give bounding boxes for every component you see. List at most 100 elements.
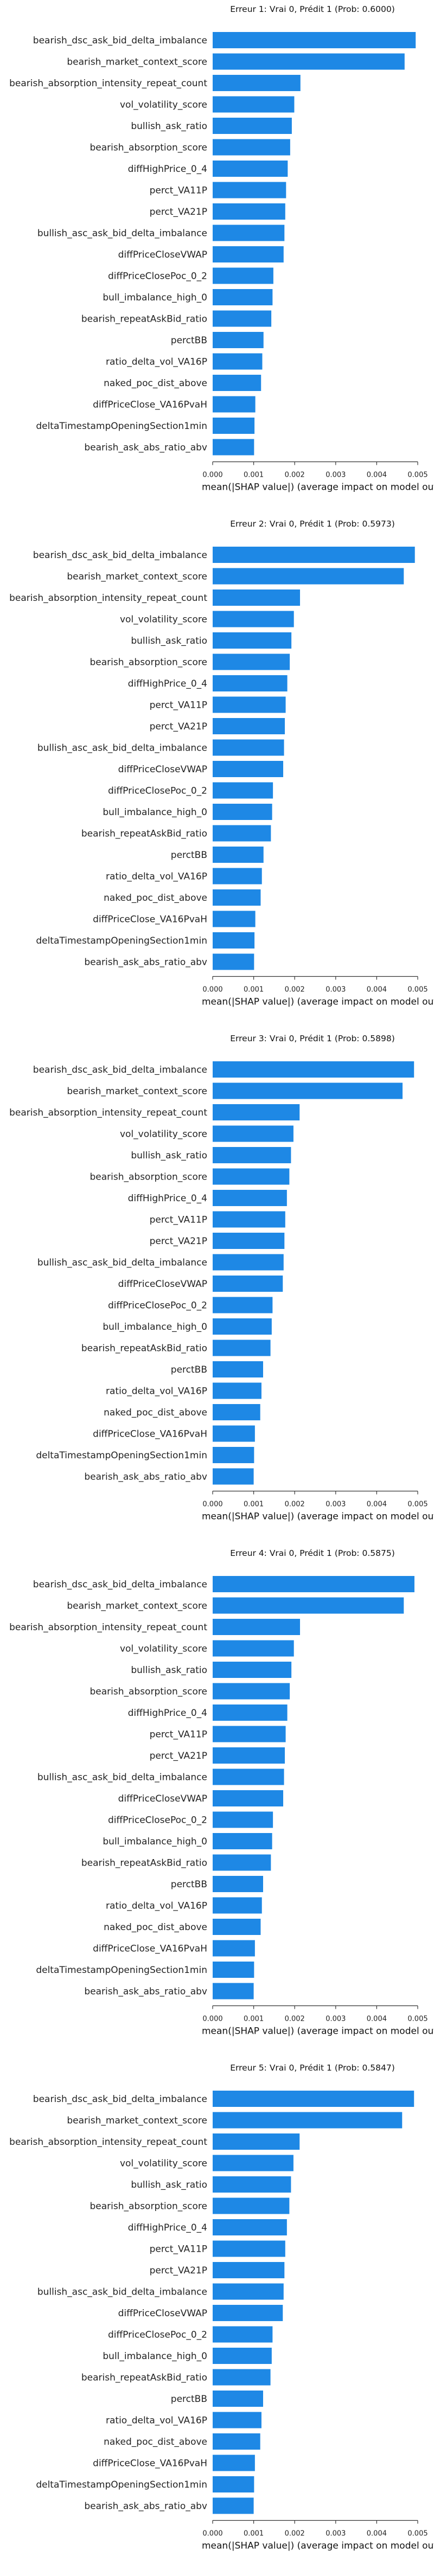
feature-label: diffPriceClosePoc_0_2	[108, 1300, 207, 1311]
feature-label: perct_VA21P	[150, 1751, 207, 1761]
feature-label: bearish_absorption_score	[90, 657, 207, 668]
shap-bar	[213, 1854, 271, 1871]
x-tick-label: 0.003	[326, 471, 346, 479]
feature-label: diffPriceClosePoc_0_2	[108, 2330, 207, 2341]
x-axis-label: mean(|SHAP value|) (average impact on mo…	[202, 2541, 434, 2552]
shap-bar	[213, 1640, 294, 1657]
shap-bar	[213, 1340, 271, 1356]
shap-bar	[213, 2369, 271, 2386]
shap-bar	[213, 2412, 261, 2428]
feature-label: bullish_ask_ratio	[131, 121, 207, 132]
feature-label: bull_imbalance_high_0	[103, 807, 207, 818]
x-tick-label: 0.004	[367, 1501, 387, 1509]
x-tick-label: 0.000	[202, 986, 222, 994]
shap-bar	[213, 1726, 286, 1742]
shap-bar	[213, 889, 261, 906]
feature-label: bearish_absorption_intensity_repeat_coun…	[9, 2137, 207, 2148]
feature-label: naked_poc_dist_above	[104, 893, 207, 903]
feature-label: bull_imbalance_high_0	[103, 1322, 207, 1332]
feature-label: bullish_ask_ratio	[131, 2180, 207, 2190]
shap-bar	[213, 310, 272, 327]
shap-bar	[213, 1190, 287, 1206]
x-tick-label: 0.001	[244, 471, 264, 479]
shap-bar	[213, 1104, 300, 1120]
feature-label: perct_VA11P	[150, 2244, 207, 2255]
feature-label: bearish_repeatAskBid_ratio	[81, 2373, 207, 2383]
x-tick-label: 0.002	[285, 1501, 305, 1509]
feature-label: bearish_dsc_ask_bid_delta_imbalance	[33, 1579, 207, 1590]
shap-bar	[213, 1168, 290, 1185]
shap-bar	[213, 332, 264, 348]
shap-bar	[213, 1082, 403, 1099]
shap-bar	[213, 1919, 261, 1935]
feature-label: bull_imbalance_high_0	[103, 2351, 207, 2362]
shap-bar	[213, 118, 292, 134]
shap-bar	[213, 1768, 284, 1785]
shap-bar	[213, 911, 256, 927]
shap-bar	[213, 804, 272, 820]
feature-label: vol_volatility_score	[120, 2158, 207, 2169]
shap-bar	[213, 1233, 285, 1249]
feature-label: diffPriceCloseVWAP	[118, 1279, 207, 1290]
feature-label: ratio_delta_vol_VA16P	[106, 872, 207, 882]
shap-bar	[213, 568, 404, 585]
feature-label: deltaTimestampOpeningSection1min	[36, 1965, 207, 1976]
shap-bar	[213, 2219, 287, 2235]
shap-bar	[213, 1382, 261, 1399]
x-tick-label: 0.000	[202, 471, 222, 479]
feature-label: bearish_ask_abs_ratio_abv	[84, 957, 207, 968]
feature-label: perct_VA11P	[150, 700, 207, 711]
shap-bar	[213, 1833, 272, 1849]
feature-label: bearish_ask_abs_ratio_abv	[84, 1987, 207, 1997]
feature-label: bearish_repeatAskBid_ratio	[81, 314, 207, 325]
shap-bar	[213, 1276, 283, 1292]
shap-bar	[213, 2133, 300, 2150]
shap-bar	[213, 932, 255, 949]
feature-label: diffPriceClosePoc_0_2	[108, 1815, 207, 1826]
feature-label: bearish_repeatAskBid_ratio	[81, 829, 207, 840]
feature-label: perct_VA11P	[150, 1729, 207, 1740]
x-tick-label: 0.004	[367, 2015, 387, 2023]
feature-label: vol_volatility_score	[120, 100, 207, 111]
x-tick-label: 0.003	[326, 2530, 346, 2538]
shap-bar	[213, 761, 284, 777]
shap-bar	[213, 2348, 272, 2364]
feature-label: ratio_delta_vol_VA16P	[106, 357, 207, 368]
shap-chart-4: Erreur 4: Vrai 0, Prédit 1 (Prob: 0.5875…	[9, 1548, 434, 2037]
shap-bar	[213, 1125, 293, 1142]
shap-bar	[213, 2391, 263, 2407]
shap-bar	[213, 1662, 292, 1678]
shap-bar	[213, 2197, 290, 2214]
feature-label: bullish_ask_ratio	[131, 1150, 207, 1161]
feature-label: bearish_absorption_intensity_repeat_coun…	[9, 1107, 207, 1118]
x-tick-label: 0.001	[244, 986, 264, 994]
shap-bar	[213, 1619, 301, 1635]
feature-label: perct_VA11P	[150, 185, 207, 196]
feature-label: deltaTimestampOpeningSection1min	[36, 2479, 207, 2490]
x-tick-label: 0.000	[202, 2530, 222, 2538]
feature-label: vol_volatility_score	[120, 614, 207, 625]
shap-bar	[213, 375, 261, 391]
feature-label: bearish_dsc_ask_bid_delta_imbalance	[33, 2094, 207, 2105]
shap-bar	[213, 53, 405, 70]
x-tick-label: 0.004	[367, 986, 387, 994]
shap-bar	[213, 1811, 273, 1828]
feature-label: bearish_ask_abs_ratio_abv	[84, 443, 207, 453]
feature-label: perctBB	[171, 335, 207, 346]
shap-bar	[213, 1061, 414, 1078]
feature-label: bearish_market_context_score	[67, 1601, 207, 1612]
feature-label: diffPriceCloseVWAP	[118, 1793, 207, 1804]
feature-label: bearish_repeatAskBid_ratio	[81, 1858, 207, 1869]
x-tick-label: 0.002	[285, 471, 305, 479]
x-tick-label: 0.002	[285, 2015, 305, 2023]
shap-bar	[213, 825, 271, 842]
feature-label: bullish_ask_ratio	[131, 636, 207, 646]
shap-bar	[213, 1962, 254, 1978]
shap-bar	[213, 1404, 260, 1420]
feature-label: vol_volatility_score	[120, 1129, 207, 1140]
x-tick-label: 0.002	[285, 2530, 305, 2538]
feature-label: bullish_asc_ask_bid_delta_imbalance	[37, 743, 207, 754]
feature-label: vol_volatility_score	[120, 1644, 207, 1655]
feature-label: bearish_absorption_intensity_repeat_coun…	[9, 1622, 207, 1633]
feature-label: diffPriceClosePoc_0_2	[108, 271, 207, 282]
